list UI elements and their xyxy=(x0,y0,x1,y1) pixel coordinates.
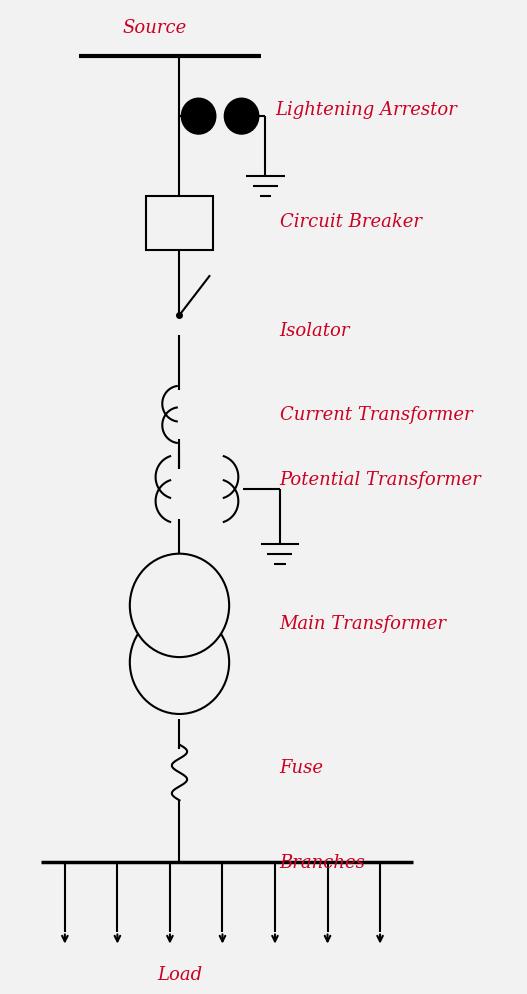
Text: Circuit Breaker: Circuit Breaker xyxy=(280,213,422,231)
Text: Current Transformer: Current Transformer xyxy=(280,407,472,424)
Circle shape xyxy=(181,99,216,135)
Text: Load: Load xyxy=(157,965,202,983)
Text: Source: Source xyxy=(122,19,187,37)
Circle shape xyxy=(130,611,229,715)
Text: Isolator: Isolator xyxy=(280,322,350,340)
Bar xyxy=(146,197,213,251)
Text: Main Transformer: Main Transformer xyxy=(280,614,447,632)
Text: Branches: Branches xyxy=(280,853,366,871)
Text: Fuse: Fuse xyxy=(280,758,324,776)
Text: Lightening Arrestor: Lightening Arrestor xyxy=(275,101,457,119)
Text: Potential Transformer: Potential Transformer xyxy=(280,470,482,489)
Circle shape xyxy=(225,99,259,135)
Circle shape xyxy=(130,554,229,657)
